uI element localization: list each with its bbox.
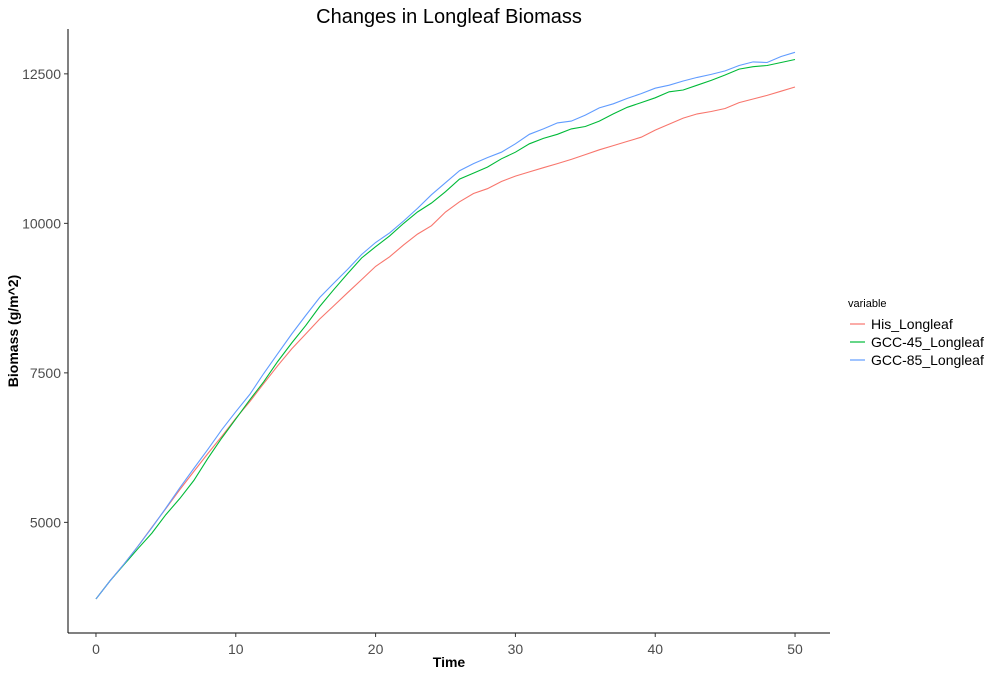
x-axis-ticks: 0 10 20 30 40 50	[92, 633, 803, 657]
y-tick-label: 5000	[30, 514, 61, 530]
y-tick-label: 10000	[22, 215, 61, 231]
series-line-his-longleaf	[95, 86, 796, 600]
series-line-gcc-45-longleaf	[95, 58, 796, 600]
x-tick-label: 0	[92, 641, 100, 657]
x-tick-label: 20	[368, 641, 384, 657]
y-tick-label: 12500	[22, 66, 61, 82]
y-axis-title: Biomass (g/m^2)	[5, 275, 21, 387]
y-tick-label: 7500	[30, 365, 61, 381]
legend-label-his-longleaf: His_Longleaf	[871, 316, 953, 332]
x-tick-label: 30	[508, 641, 524, 657]
series-line-gcc-85-longleaf	[95, 51, 796, 600]
legend-title: variable	[848, 298, 887, 310]
chart-title: Changes in Longleaf Biomass	[316, 6, 582, 28]
legend: variable His_Longleaf GCC-45_Longleaf GCC-…	[848, 298, 984, 368]
y-axis-ticks: 5000 7500 10000 12500	[22, 66, 68, 530]
x-tick-label: 40	[647, 641, 663, 657]
legend-label-gcc-85-longleaf: GCC-85_Longleaf	[871, 352, 984, 368]
legend-label-gcc-45-longleaf: GCC-45_Longleaf	[871, 334, 984, 350]
x-tick-label: 10	[228, 641, 244, 657]
series-layer	[95, 51, 796, 600]
x-axis-title: Time	[433, 654, 466, 670]
x-tick-label: 50	[787, 641, 803, 657]
